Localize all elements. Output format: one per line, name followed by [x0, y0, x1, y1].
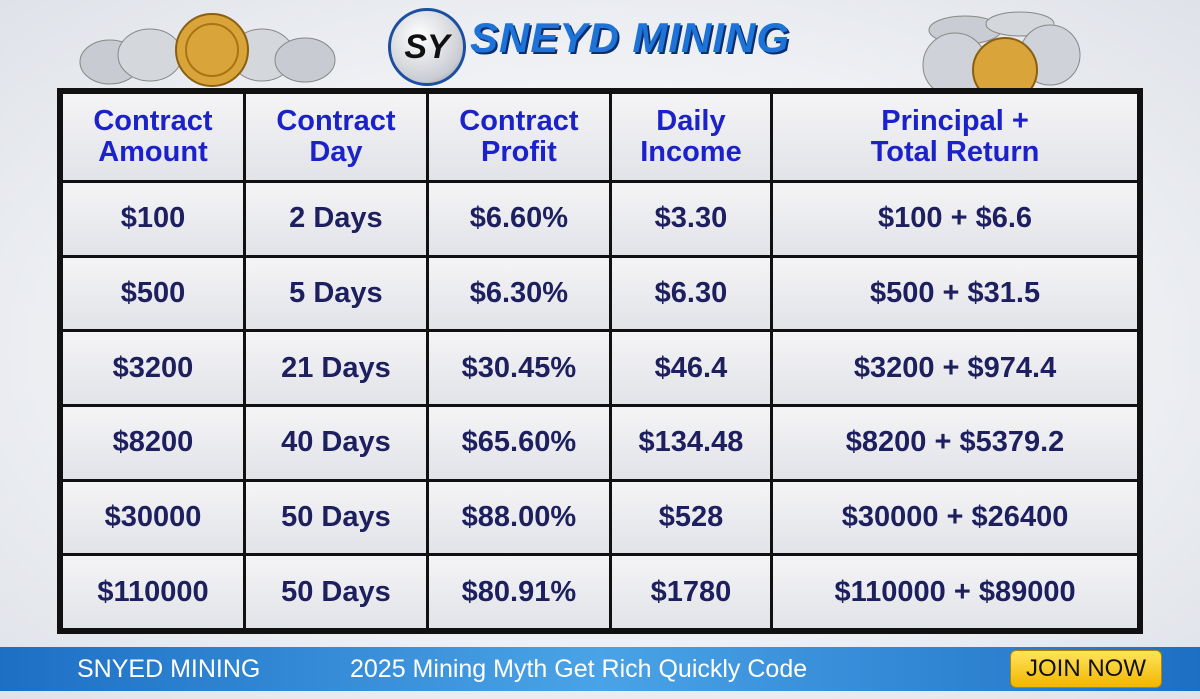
- table-cell: $8200 + $5379.2: [773, 406, 1137, 479]
- header-line: Principal +: [881, 105, 1029, 137]
- table-cell: $100 + $6.6: [773, 183, 1137, 255]
- table-row: $3200 21 Days $30.45% $46.4 $3200 + $974.4: [63, 332, 1137, 404]
- header-line: Daily: [656, 105, 726, 137]
- header-line: Amount: [98, 136, 208, 168]
- pricing-table: Contract Amount Contract Day Contract Profit D…: [57, 88, 1143, 634]
- logo: SY: [388, 8, 466, 86]
- table-row: $8200 40 Days $65.60% $134.48 $8200 + $5379.…: [63, 406, 1137, 479]
- table-cell: $6.30: [611, 257, 771, 330]
- table-cell: $528: [611, 481, 771, 554]
- table: Contract Amount Contract Day Contract Profit D…: [60, 91, 1140, 631]
- table-cell: $80.91%: [428, 556, 609, 628]
- table-cell: $30.45%: [428, 332, 609, 404]
- coins-right: [922, 11, 1081, 90]
- coin-decoration: [79, 11, 1081, 90]
- table-cell: $30000: [63, 481, 243, 554]
- column-header: Contract Day: [245, 94, 426, 180]
- header-line: Contract: [276, 105, 396, 137]
- table-cell: $1780: [611, 556, 771, 628]
- table-row: $500 5 Days $6.30% $6.30 $500 + $31.5: [63, 257, 1137, 330]
- table-cell: 50 Days: [245, 556, 426, 628]
- table-cell: $100: [63, 183, 243, 255]
- table-cell: 21 Days: [245, 332, 426, 404]
- table-cell: $500: [63, 257, 243, 330]
- table-cell: $8200: [63, 406, 243, 479]
- table-cell: $3200 + $974.4: [773, 332, 1137, 404]
- header-line: Day: [309, 136, 363, 168]
- table-cell: $110000: [63, 556, 243, 628]
- column-header: Contract Profit: [428, 94, 609, 180]
- header-line: Income: [640, 136, 742, 168]
- table-cell: 2 Days: [245, 183, 426, 255]
- table-cell: $3200: [63, 332, 243, 404]
- footer-tagline: 2025 Mining Myth Get Rich Quickly Code: [350, 655, 808, 683]
- column-header: Principal + Total Return: [773, 94, 1137, 180]
- table-cell: 40 Days: [245, 406, 426, 479]
- table-cell: $30000 + $26400: [773, 481, 1137, 554]
- table-cell: $3.30: [611, 183, 771, 255]
- footer-bar: SNYED MINING 2025 Mining Myth Get Rich Q…: [0, 647, 1200, 691]
- table-row: $110000 50 Days $80.91% $1780 $110000 + $890…: [63, 556, 1137, 628]
- join-button[interactable]: JOIN NOW: [1010, 650, 1162, 688]
- table-cell: $6.60%: [428, 183, 609, 255]
- title: SNEYD MINING: [470, 14, 791, 61]
- header-line: Total Return: [870, 136, 1040, 168]
- footer-brand: SNYED MINING: [77, 655, 261, 683]
- table-cell: $88.00%: [428, 481, 609, 554]
- column-header: Contract Amount: [63, 94, 243, 180]
- table-cell: $65.60%: [428, 406, 609, 479]
- header-line: Contract: [93, 105, 213, 137]
- table-row: $30000 50 Days $88.00% $528 $30000 + $26400: [63, 481, 1137, 554]
- table-cell: $500 + $31.5: [773, 257, 1137, 330]
- coins-left: [79, 13, 336, 87]
- table-cell: 50 Days: [245, 481, 426, 554]
- table-row: $100 2 Days $6.60% $3.30 $100 + $6.6: [63, 183, 1137, 255]
- table-cell: $6.30%: [428, 257, 609, 330]
- table-cell: 5 Days: [245, 257, 426, 330]
- header-line: Profit: [481, 136, 557, 168]
- header-line: Contract: [459, 105, 579, 137]
- table-cell: $46.4: [611, 332, 771, 404]
- header-row: Contract Amount Contract Day Contract Profit D…: [63, 94, 1137, 180]
- column-header: Daily Income: [611, 94, 771, 180]
- table-cell: $110000 + $89000: [773, 556, 1137, 628]
- table-cell: $134.48: [611, 406, 771, 479]
